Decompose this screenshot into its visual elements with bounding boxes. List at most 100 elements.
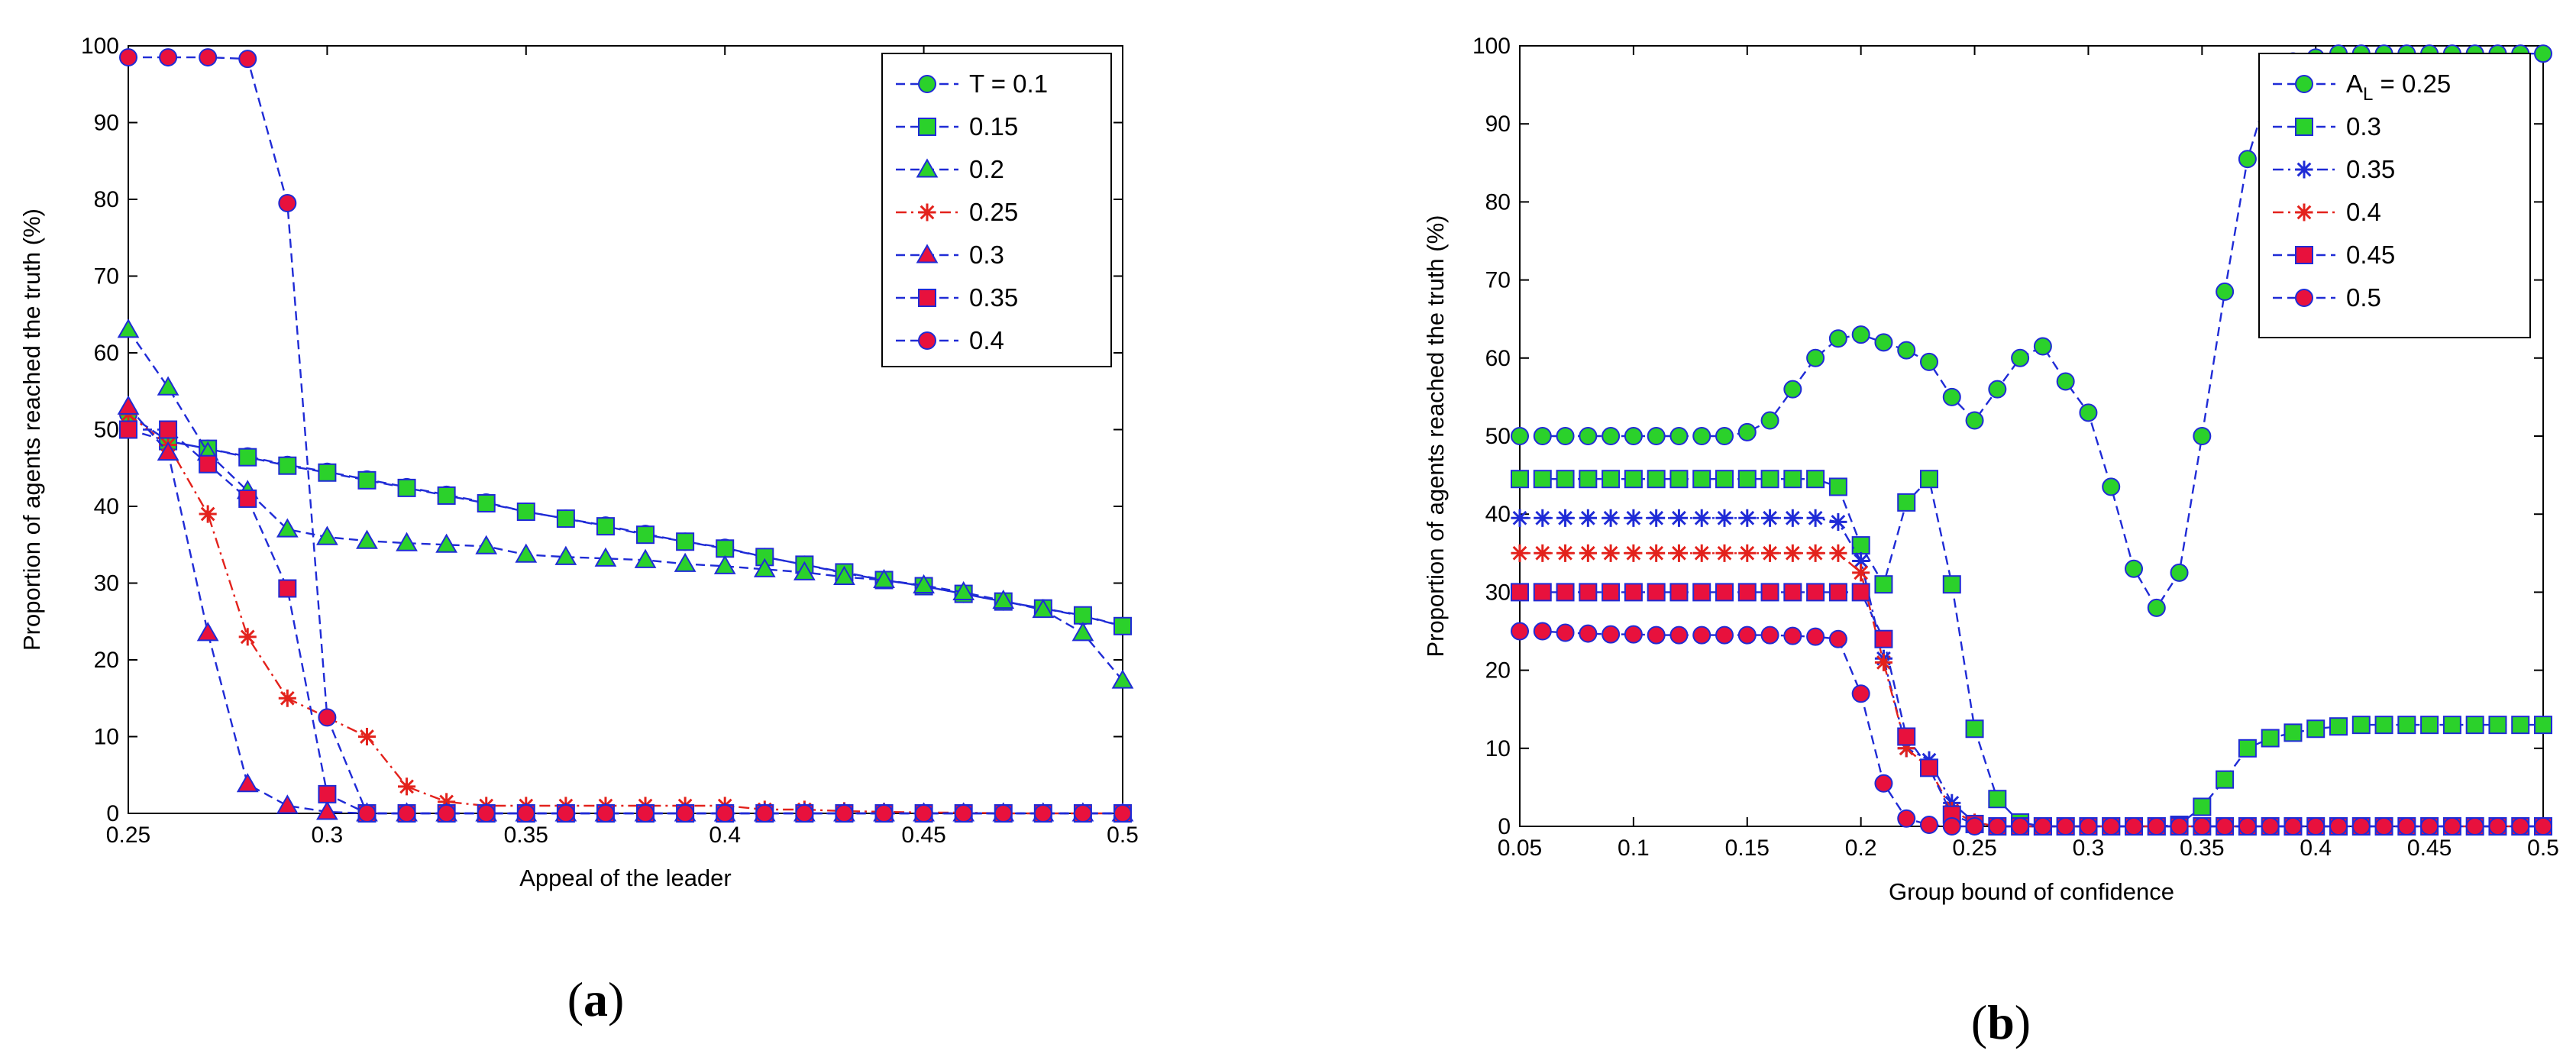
data-point [397,804,416,823]
data-point [316,800,338,820]
legend-label: 0.15 [969,112,1018,141]
data-point [1851,684,1870,703]
data-point [1783,380,1802,399]
data-point [1579,544,1597,562]
data-point [1806,348,1825,367]
data-point [1602,427,1621,445]
data-point [2442,817,2461,836]
caption-letter: b [1987,995,2015,1049]
data-point [1851,583,1870,602]
legend-label: 0.35 [2346,155,2395,183]
data-point [1579,583,1598,602]
x-tick-label: 0.45 [2407,836,2452,861]
data-point [516,804,535,823]
data-point [1692,583,1711,602]
data-point [1533,583,1552,602]
data-point [357,470,377,490]
data-point [276,518,299,538]
y-tick-label: 20 [1485,658,1511,684]
data-point [2329,717,2348,736]
series-5 [1511,622,2552,836]
data-point [278,689,296,707]
data-point [1624,509,1643,527]
legend-label: 0.35 [969,283,1018,312]
data-point [2374,817,2393,836]
data-point [636,525,655,545]
data-point [674,552,697,572]
series-6 [119,48,1132,823]
y-tick-label: 0 [1498,814,1511,839]
data-point [398,777,416,796]
data-point [477,493,496,512]
legend-marker [918,118,936,136]
data-point [1073,804,1092,823]
data-point [2420,716,2439,735]
legend-marker [918,203,936,221]
data-point [437,486,456,505]
legend-label: 0.2 [969,155,1004,183]
data-point [2079,817,2098,836]
y-tick-label: 40 [94,494,119,519]
data-point [994,804,1013,823]
data-point [1806,470,1825,489]
data-point [119,420,137,439]
legend-marker [918,75,936,93]
data-point [1111,669,1134,689]
data-point [713,554,736,574]
data-point [2420,817,2439,836]
data-point [755,804,774,823]
data-point [1647,625,1666,645]
data-point [874,804,894,823]
data-point [1874,653,1892,671]
data-point [1828,583,1847,602]
data-point [1579,509,1597,527]
data-point [1715,427,1734,445]
data-point [1579,470,1598,489]
panel-caption: (a) [567,972,625,1026]
data-point [2147,817,2166,836]
data-point [1073,606,1092,625]
data-point [753,558,776,577]
data-point [1032,599,1055,619]
data-point [1874,575,1893,594]
data-point [2193,797,2212,816]
data-point [1828,477,1847,496]
data-point [1692,470,1711,489]
data-point [954,804,973,823]
data-point [2193,427,2212,445]
series-line [128,413,1123,815]
data-point [1738,544,1757,562]
x-tick-label: 0.05 [1498,836,1542,861]
data-point [238,50,257,69]
data-point [793,561,816,580]
x-tick-label: 0.25 [1952,836,1996,861]
data-point [1692,625,1711,645]
data-point [1647,544,1666,562]
x-tick-label: 0.35 [2180,836,2224,861]
data-point [357,727,377,746]
data-point [278,579,297,598]
data-point [2193,817,2212,836]
data-point [1602,509,1620,527]
y-axis-label: Proportion of agents reached the truth (… [1422,215,1449,658]
data-point [1783,544,1802,562]
data-point [1851,536,1870,555]
data-point [117,395,140,415]
data-point [1533,427,1552,445]
legend-label: AL = 0.25 [2346,69,2451,105]
data-point [1669,583,1689,602]
data-point [554,545,577,565]
data-point [2351,817,2371,836]
data-point [1761,509,1779,527]
data-point [1579,624,1598,643]
data-point [556,804,575,823]
data-point [196,622,219,642]
data-point [1988,817,2007,836]
data-point [2306,719,2326,739]
data-point [2170,563,2189,582]
data-point [1647,509,1666,527]
data-point [318,708,337,727]
series-2 [117,318,1134,689]
x-axis-label: Appeal of the leader [519,865,732,891]
data-point [2283,723,2303,742]
